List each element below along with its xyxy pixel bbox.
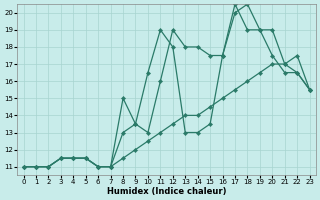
X-axis label: Humidex (Indice chaleur): Humidex (Indice chaleur) (107, 187, 226, 196)
